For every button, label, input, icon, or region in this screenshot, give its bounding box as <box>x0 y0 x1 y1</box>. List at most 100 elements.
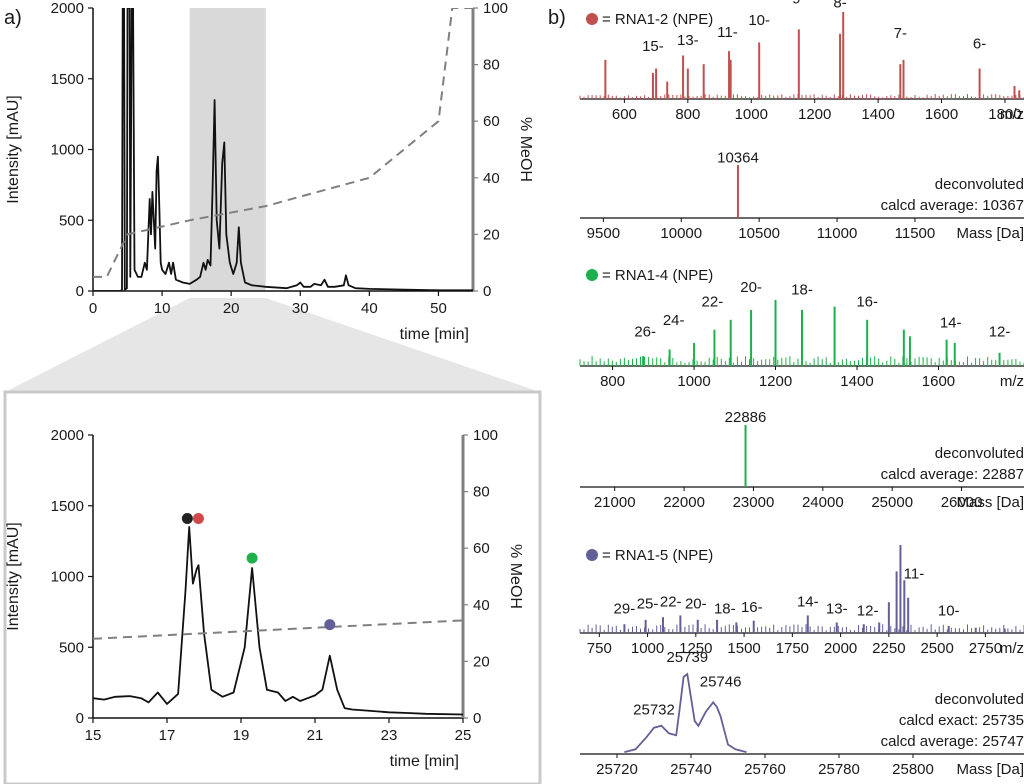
x-tick-label: 1400 <box>861 106 894 123</box>
y2-tick-label: 80 <box>483 57 500 74</box>
x-axis-label: Mass [Da] <box>956 494 1024 511</box>
meoh-gradient-line <box>93 619 463 640</box>
peak-label: 11- <box>904 565 925 582</box>
x-tick-label: 30 <box>292 300 309 317</box>
x-tick-label: 1250 <box>679 640 712 657</box>
peak-marker <box>192 512 204 524</box>
peak-marker <box>246 552 258 564</box>
x-axis-label: time [min] <box>390 753 459 770</box>
peak-label: 22886 <box>725 409 767 426</box>
x-tick-label: 1750 <box>776 640 809 657</box>
peak-label: 18- <box>714 601 736 618</box>
panel-b-label: b) <box>548 7 566 29</box>
y-tick-label: 1500 <box>51 498 84 515</box>
zoom-frame <box>3 390 542 784</box>
deconvolution-note: calcd average: 25747 <box>881 733 1024 750</box>
y2-tick-label: 20 <box>473 653 490 670</box>
y-tick-label: 500 <box>59 639 84 656</box>
y2-tick-label: 40 <box>473 597 490 614</box>
peak-label: 25739 <box>666 649 708 666</box>
peak-label: 24- <box>663 312 685 329</box>
x-tick-label: 1600 <box>922 373 955 390</box>
y-tick-label: 1000 <box>51 142 84 159</box>
y2-tick-label: 0 <box>483 283 491 300</box>
x-tick-label: 15 <box>85 727 102 744</box>
x-tick-label: 1200 <box>759 373 792 390</box>
x-tick-label: 26000 <box>941 494 983 511</box>
ms_rna1_4-chart: 800 1000 1200 1400 1600 m/z 26- 24- 22- 20- 18- 16-… <box>579 267 1024 390</box>
x-tick-label: 21 <box>307 727 324 744</box>
hplc_zoom-chart: 0 500 1000 1500 2000 0 20 40 60 80 100 15 17 19 21 23 25… <box>5 427 524 770</box>
peak-label: 26- <box>634 323 656 340</box>
x-tick-label: 9500 <box>587 225 620 242</box>
peak-marker <box>181 512 193 524</box>
y2-tick-label: 100 <box>473 427 498 444</box>
peak-label: 22- <box>660 594 682 611</box>
x-axis-label: Mass [Da] <box>956 761 1024 778</box>
deconvolution-note: deconvoluted <box>935 176 1024 193</box>
deconvolution-note: deconvoluted <box>935 691 1024 708</box>
x-axis-label: time [min] <box>400 326 469 343</box>
x-tick-label: 2250 <box>872 640 905 657</box>
x-tick-label: 1400 <box>840 373 873 390</box>
peak-label: 25732 <box>633 702 675 719</box>
baseline-noise <box>579 94 1024 99</box>
peak-label: 10364 <box>717 149 759 166</box>
peak-label: 10- <box>748 12 770 29</box>
x-tick-label: 800 <box>675 106 700 123</box>
peak-label: 20- <box>740 279 762 296</box>
x-axis-label: m/z <box>1000 640 1024 657</box>
x-tick-label: 40 <box>361 300 378 317</box>
y2-tick-label: 60 <box>473 540 490 557</box>
x-tick-label: 10 <box>154 300 171 317</box>
x-tick-label: 2500 <box>920 640 953 657</box>
x-tick-label: 23000 <box>733 494 775 511</box>
x-tick-label: 1000 <box>735 106 768 123</box>
x-tick-label: 25780 <box>818 761 860 778</box>
deconvolution-note: calcd exact: 25735 <box>899 712 1024 729</box>
isotope-profile <box>624 672 747 753</box>
peak-label: 12- <box>857 602 879 619</box>
x-tick-label: 11000 <box>817 225 858 242</box>
y2-tick-label: 80 <box>473 484 490 501</box>
deconvolution-note: calcd average: 10367 <box>881 197 1024 214</box>
x-tick-label: 25 <box>455 727 472 744</box>
x-tick-label: 2000 <box>824 640 857 657</box>
legend-marker <box>586 269 598 281</box>
y-tick-label: 0 <box>76 283 84 300</box>
legend-label: = RNA1-5 (NPE) <box>602 547 713 564</box>
peak-label: 13- <box>826 601 848 618</box>
x-tick-label: 1600 <box>925 106 958 123</box>
y2-tick-label: 100 <box>483 0 508 17</box>
x-tick-label: 1200 <box>798 106 831 123</box>
x-tick-label: 600 <box>612 106 637 123</box>
peak-label: 13- <box>677 32 699 49</box>
baseline-noise <box>579 356 1024 366</box>
y-tick-label: 1500 <box>51 71 84 88</box>
legend-marker <box>586 13 598 25</box>
chromatogram-line <box>93 526 463 716</box>
y-tick-label: 1000 <box>51 569 84 586</box>
y2-axis-label: % MeOH <box>507 544 524 609</box>
deconvolution-note: deconvoluted <box>935 445 1024 462</box>
legend-label: = RNA1-4 (NPE) <box>602 267 713 284</box>
peak-label: 11- <box>717 24 738 41</box>
x-tick-label: 10000 <box>660 225 702 242</box>
x-tick-label: 25740 <box>670 761 712 778</box>
x-tick-label: 1000 <box>677 373 710 390</box>
x-tick-label: 1500 <box>727 640 760 657</box>
x-axis-label: m/z <box>1000 373 1024 390</box>
peak-label: 18- <box>791 282 813 299</box>
y-tick-label: 2000 <box>51 427 84 444</box>
x-tick-label: 50 <box>430 300 447 317</box>
peak-label: 12- <box>989 323 1011 340</box>
x-tick-label: 2750 <box>969 640 1002 657</box>
x-tick-label: 800 <box>600 373 625 390</box>
x-tick-label: 22000 <box>663 494 705 511</box>
x-tick-label: 25800 <box>892 761 934 778</box>
peak-label: 20- <box>685 595 707 612</box>
